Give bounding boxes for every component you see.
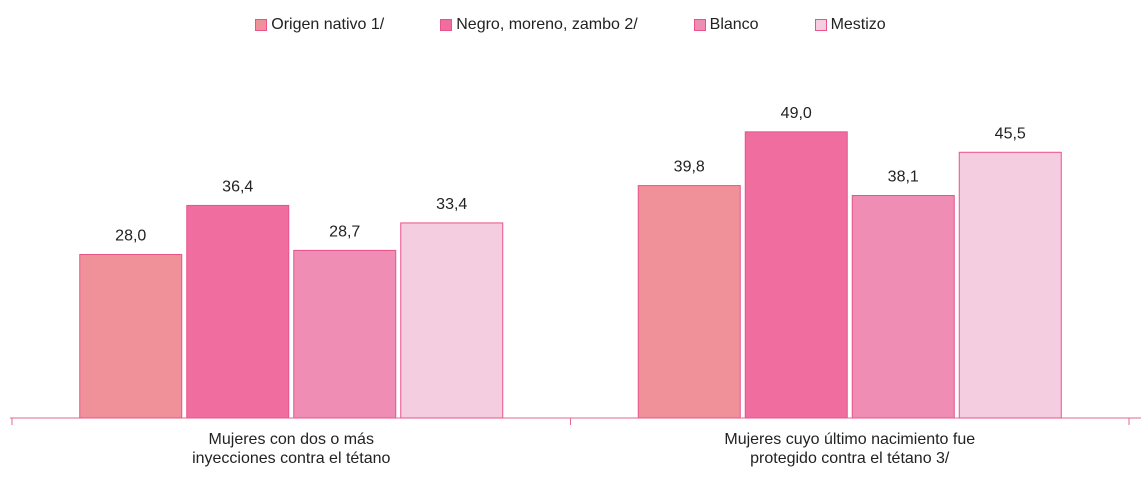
data-label: 28,7 [329, 223, 360, 240]
legend-item: Blanco [693, 16, 759, 34]
legend-item: Origen nativo 1/ [255, 16, 384, 34]
legend-item: Mestizo [814, 16, 886, 34]
legend-swatch [255, 19, 268, 31]
bar [744, 131, 848, 419]
legend: Origen nativo 1/Negro, moreno, zambo 2/B… [0, 16, 1141, 34]
legend-item: Negro, moreno, zambo 2/ [440, 16, 638, 34]
bar [400, 222, 504, 419]
bar [637, 185, 741, 419]
legend-label: Origen nativo 1/ [271, 16, 385, 33]
x-tick-label: Mujeres con dos o más inyecciones contra… [192, 431, 391, 467]
bar [851, 194, 955, 419]
data-label: 36,4 [222, 178, 253, 195]
bar [293, 249, 397, 419]
data-label: 45,5 [995, 125, 1026, 142]
legend-swatch [693, 19, 706, 31]
data-label: 28,0 [115, 227, 146, 244]
x-tick-label: Mujeres cuyo último nacimiento fue prote… [724, 431, 976, 467]
legend-swatch [440, 19, 453, 31]
legend-swatch [814, 19, 827, 31]
legend-label: Negro, moreno, zambo 2/ [456, 16, 638, 33]
data-label: 39,8 [674, 159, 705, 176]
data-label: 33,4 [436, 196, 467, 213]
bar [79, 253, 183, 419]
legend-label: Blanco [709, 16, 759, 33]
legend-label: Mestizo [830, 16, 886, 33]
data-label: 38,1 [888, 168, 919, 185]
bar [186, 204, 290, 419]
data-label: 49,0 [781, 105, 812, 122]
bar [958, 151, 1062, 419]
